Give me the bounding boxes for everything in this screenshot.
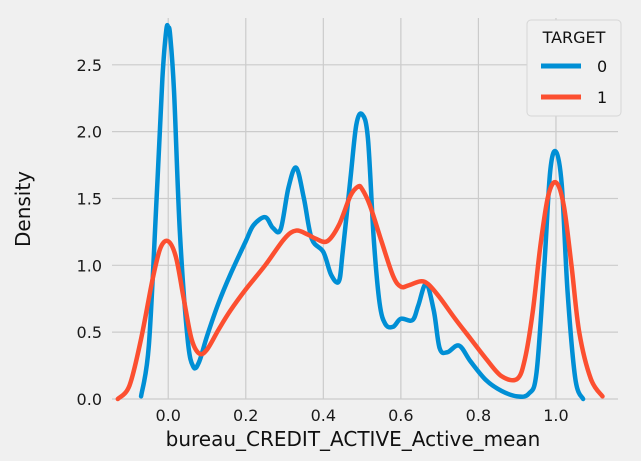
y-tick-label: 0.0 [77, 390, 102, 409]
legend-label-0: 0 [597, 57, 607, 76]
legend-title: TARGET [542, 28, 606, 47]
x-tick-label: 0.2 [233, 406, 258, 425]
y-tick-label: 2.0 [77, 123, 102, 142]
y-tick-label: 1.0 [77, 256, 102, 275]
y-axis-ticks: 0.0 0.5 1.0 1.5 2.0 2.5 [77, 56, 102, 409]
x-axis-label: bureau_CREDIT_ACTIVE_Active_mean [166, 427, 541, 451]
y-tick-label: 2.5 [77, 56, 102, 75]
x-tick-label: 1.0 [543, 406, 568, 425]
plot-area [115, 22, 605, 402]
x-tick-label: 0.4 [311, 406, 336, 425]
y-tick-label: 1.5 [77, 189, 102, 208]
x-tick-label: 0.8 [466, 406, 491, 425]
x-tick-label: 0.0 [155, 406, 180, 425]
legend-label-1: 1 [597, 88, 607, 107]
x-axis-ticks: 0.0 0.2 0.4 0.6 0.8 1.0 [155, 406, 568, 425]
y-axis-label: Density [11, 171, 35, 247]
x-tick-label: 0.6 [388, 406, 413, 425]
series-line-1 [115, 179, 605, 402]
legend: TARGET 0 1 [526, 19, 622, 117]
y-tick-label: 0.5 [77, 323, 102, 342]
